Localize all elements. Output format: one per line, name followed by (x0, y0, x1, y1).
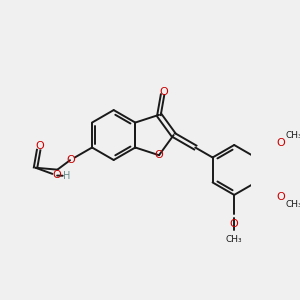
Text: O: O (35, 141, 44, 151)
Text: O: O (52, 170, 61, 180)
Text: O: O (159, 87, 168, 97)
Text: O: O (277, 192, 286, 202)
Text: O: O (154, 150, 164, 160)
Text: O: O (277, 138, 286, 148)
Text: CH₃: CH₃ (286, 131, 300, 140)
Text: CH₃: CH₃ (286, 200, 300, 209)
Text: O: O (230, 219, 239, 229)
Text: O: O (67, 155, 75, 165)
Text: H: H (64, 172, 71, 182)
Text: CH₃: CH₃ (226, 235, 242, 244)
